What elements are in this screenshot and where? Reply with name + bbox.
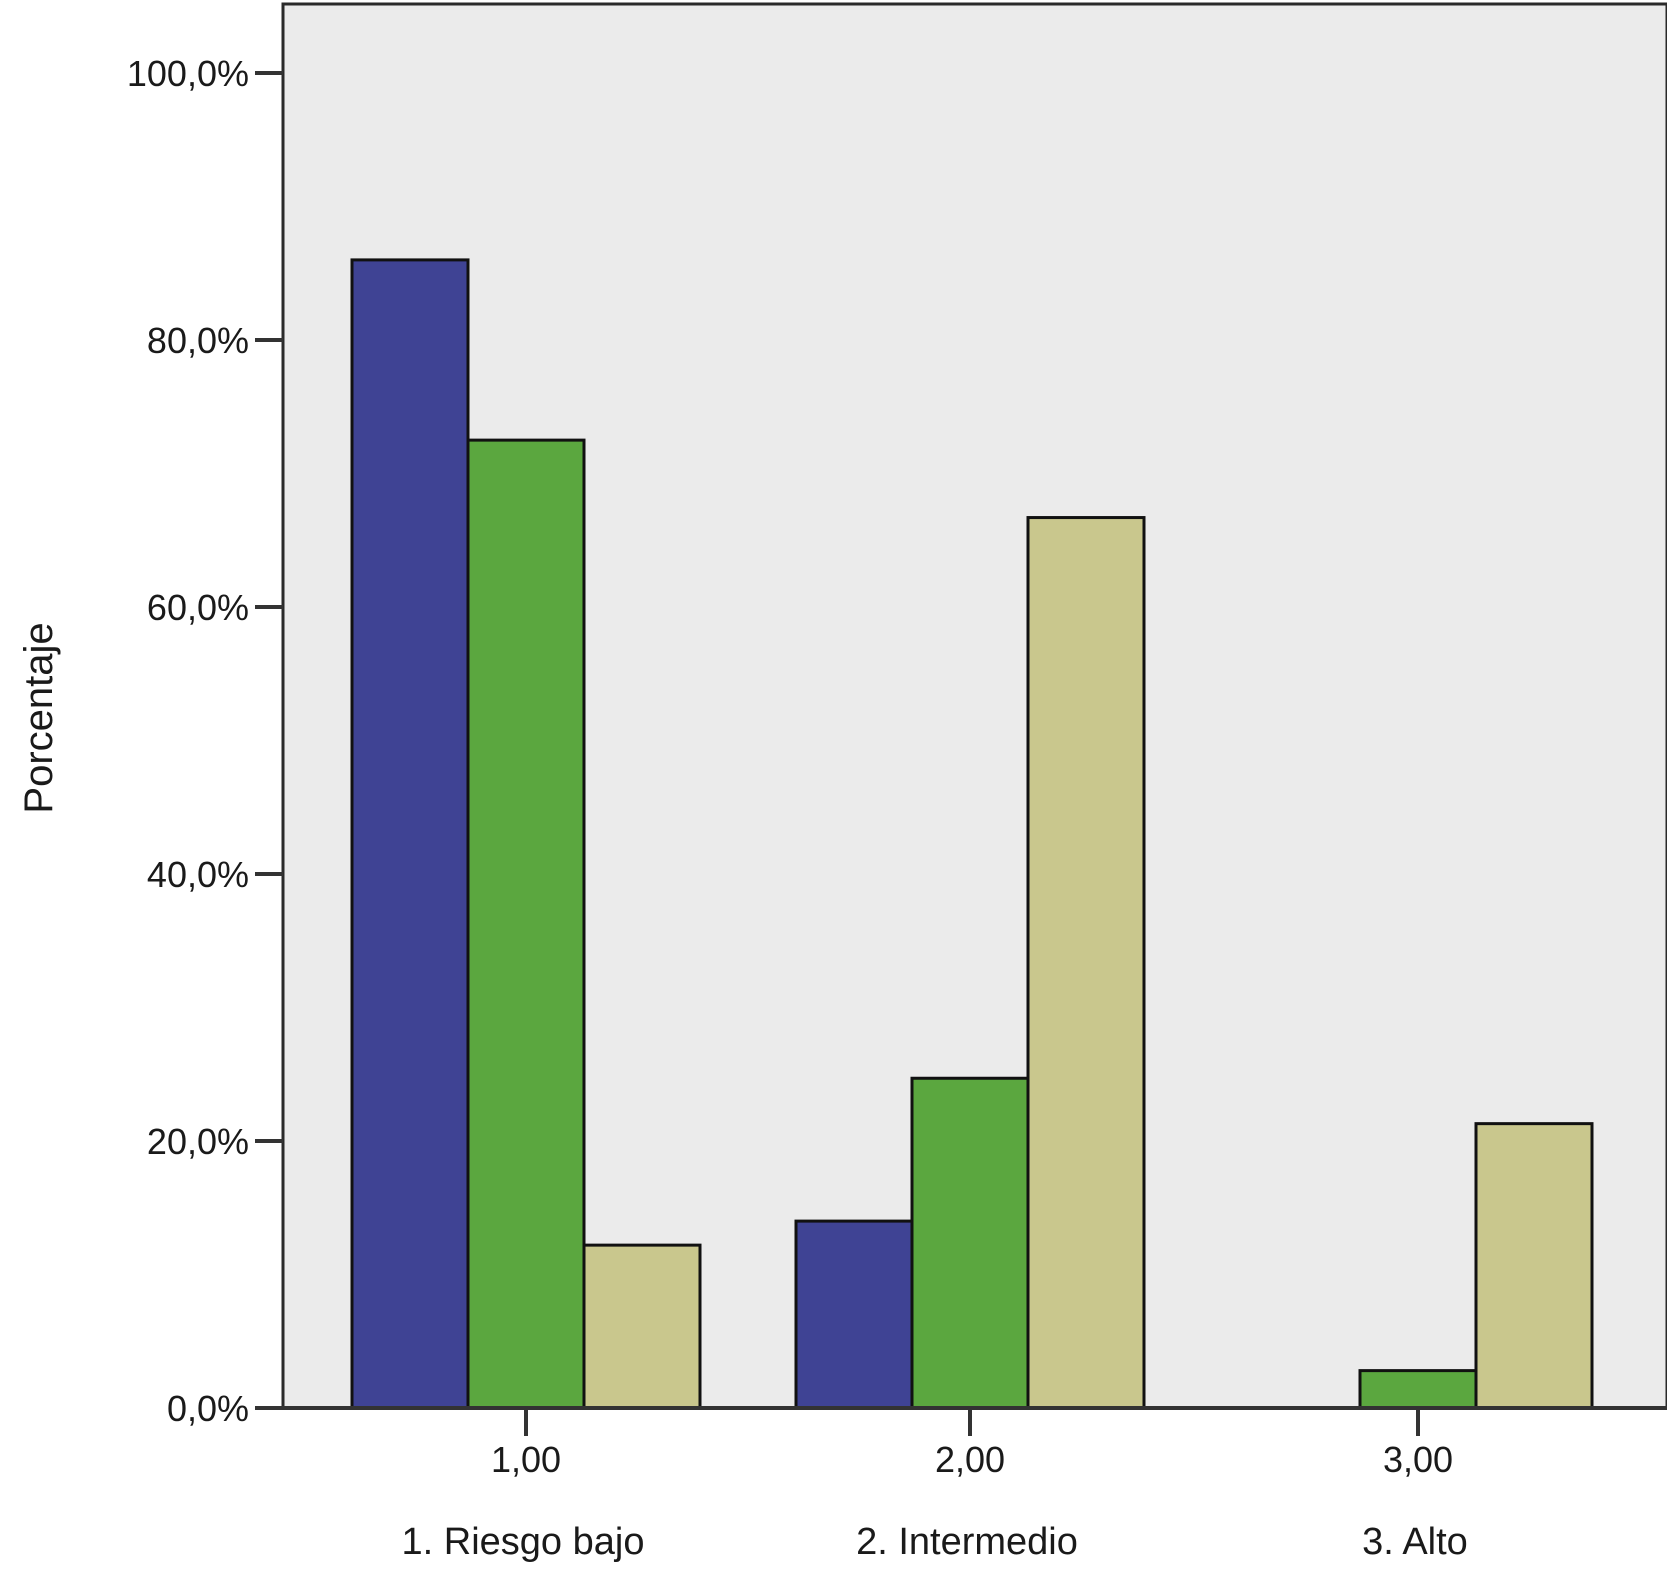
y-axis: 0,0% 20,0% 40,0% 60,0% 80,0% 100,0%	[127, 53, 283, 1429]
y-tick-label: 40,0%	[147, 854, 249, 895]
category-description-label: 3. Alto	[1362, 1521, 1468, 1563]
bar-2-series-2	[910, 1076, 1030, 1410]
bar-1-series-3	[582, 1243, 702, 1410]
y-axis-title: Porcentaje	[17, 622, 61, 813]
y-tick-label: 60,0%	[147, 587, 249, 628]
bar-2-series-3	[1026, 516, 1146, 1410]
y-tick-label: 20,0%	[147, 1121, 249, 1162]
category-description-label: 2. Intermedio	[856, 1521, 1078, 1563]
y-tick-label: 80,0%	[147, 320, 249, 361]
x-tick-label: 2,00	[935, 1439, 1005, 1480]
bar-2-series-1	[794, 1219, 914, 1410]
x-axis: 1,00 1. Riesgo bajo 2,00 2. Intermedio 3,00 3…	[255, 1406, 1667, 1563]
bar-1-series-1	[350, 258, 470, 1410]
x-tick-label: 3,00	[1383, 1439, 1453, 1480]
y-tick-label: 0,0%	[167, 1388, 249, 1429]
category-description-label: 1. Riesgo bajo	[402, 1521, 645, 1563]
bar-3-series-3	[1474, 1122, 1594, 1410]
y-tick-label: 100,0%	[127, 53, 249, 94]
x-tick-label: 1,00	[491, 1439, 561, 1480]
bar-1-series-2	[466, 438, 586, 1410]
bar-3-series-2	[1358, 1369, 1478, 1410]
